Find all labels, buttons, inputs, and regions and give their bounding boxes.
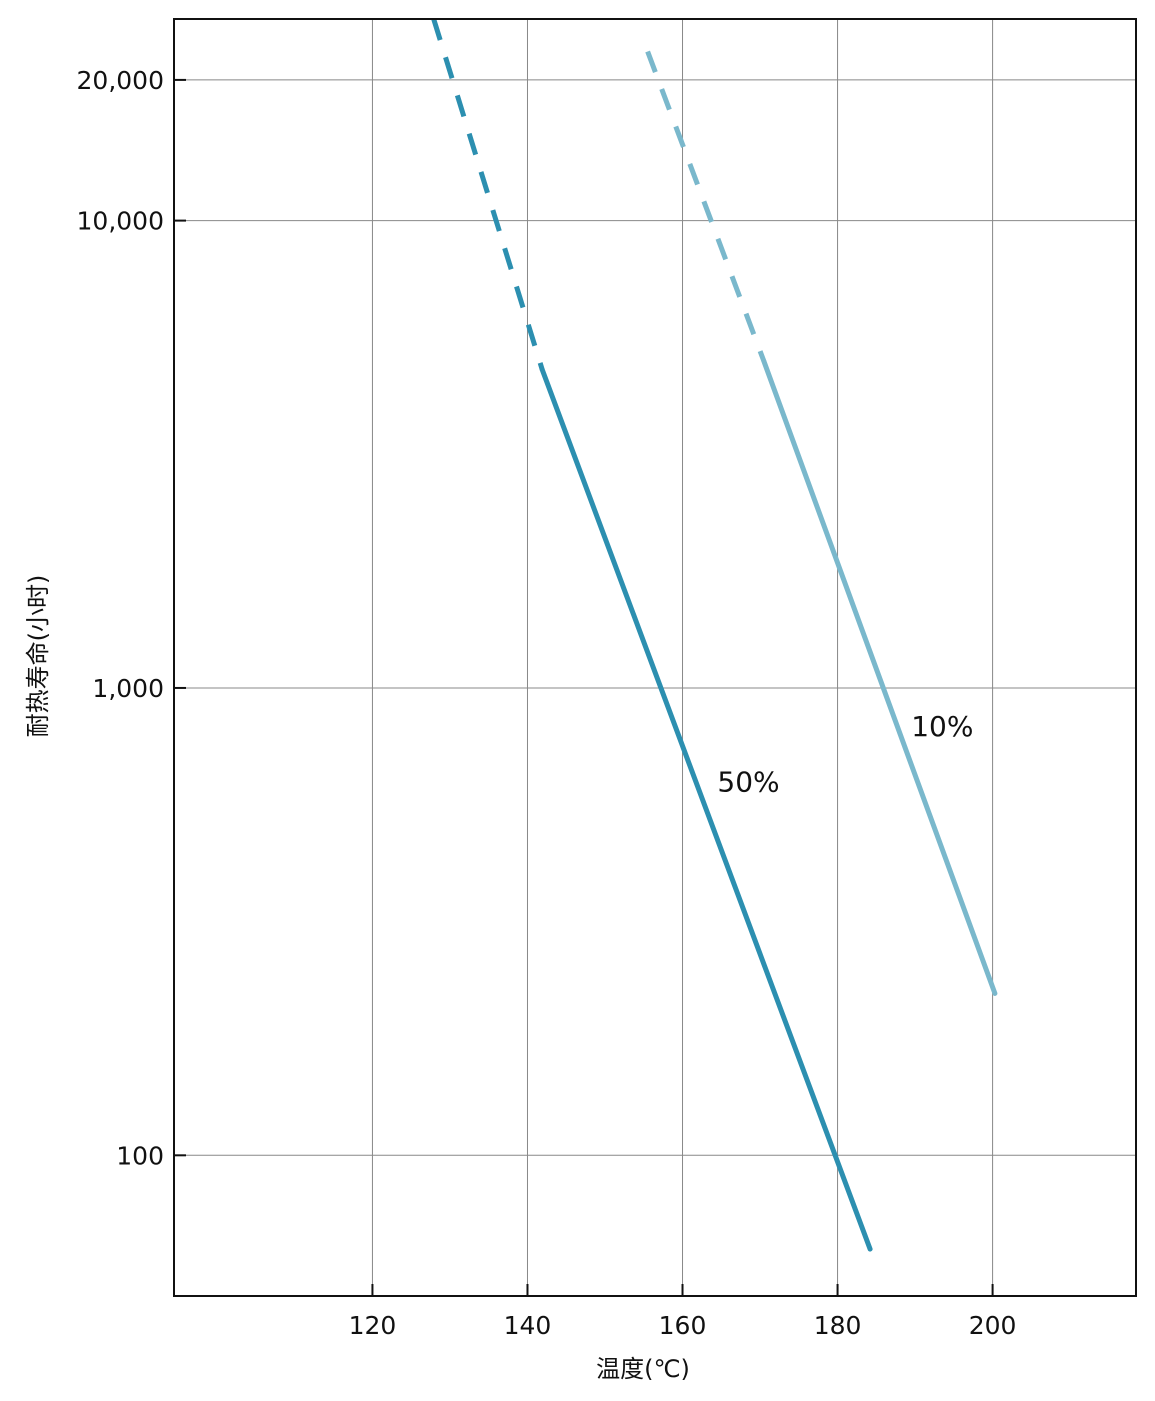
series-50-label: 50% — [717, 766, 779, 799]
series-10-dashed-line — [645, 50, 767, 363]
y-tick-label: 100 — [116, 1141, 164, 1170]
y-tick-label: 20,000 — [77, 66, 164, 95]
tick-labels: 120 140 160 180 200 100 1,000 10,000 20,000 — [77, 66, 1017, 1340]
series-10-line — [761, 358, 998, 996]
series-labels: 50% 10% — [717, 710, 973, 799]
series-50-dashed-line — [431, 18, 545, 371]
series-10-label: 10% — [911, 710, 973, 743]
x-tick-label: 120 — [349, 1311, 397, 1340]
x-tick-label: 200 — [969, 1311, 1017, 1340]
y-axis-title: 耐热寿命(小时) — [24, 575, 52, 738]
grid-lines — [174, 19, 1136, 1296]
x-tick-label: 160 — [659, 1311, 707, 1340]
y-tick-label: 10,000 — [77, 207, 164, 236]
x-axis-title: 温度(℃) — [596, 1355, 690, 1383]
x-tick-label: 180 — [814, 1311, 862, 1340]
x-tick-label: 140 — [504, 1311, 552, 1340]
y-tick-label: 1,000 — [92, 674, 164, 703]
axis-ticks — [174, 78, 994, 1296]
series-50-line — [539, 367, 873, 1252]
plot-frame — [173, 18, 1137, 1297]
series-lines — [431, 18, 998, 1252]
